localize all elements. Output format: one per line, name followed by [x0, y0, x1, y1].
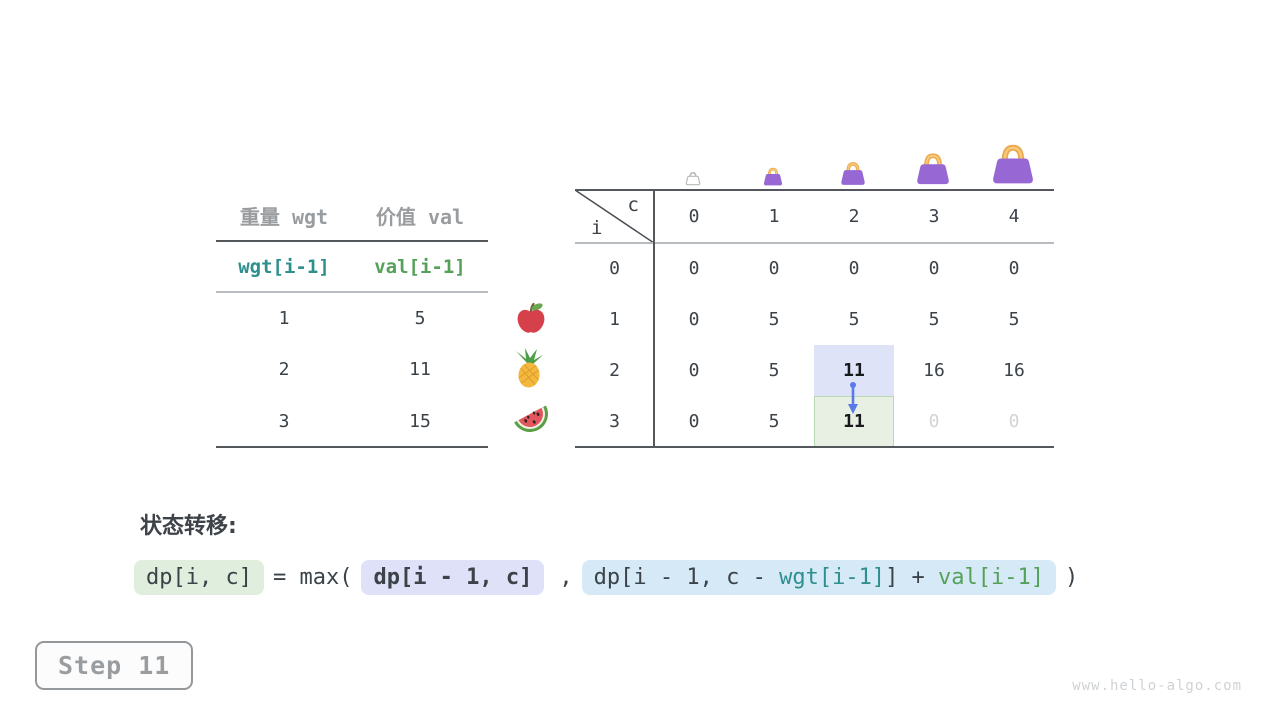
- dp-cell-0-0: 0: [688, 258, 700, 279]
- dp-row-header-1: 1: [609, 309, 620, 330]
- dp-cell-1-4: 5: [1008, 309, 1020, 330]
- dp-cell-2-4: 16: [1003, 360, 1025, 381]
- items-index-wgt: wgt[i-1]: [238, 255, 330, 278]
- dp-cell-3-0: 0: [688, 411, 700, 432]
- dp-cell-3-3-pending: 0: [928, 411, 940, 432]
- item-2-weight: 2: [278, 359, 290, 380]
- dp-col-axis-label: c: [627, 194, 639, 216]
- items-col-header-value: 价值 val: [375, 205, 465, 229]
- formula-arg2-prefix: dp[i - 1, c -: [593, 565, 780, 590]
- bag-capacity-3-icon: [917, 153, 949, 185]
- formula-arg2-box: dp[i - 1, c - wgt[i-1]] + val[i-1]: [581, 560, 1057, 595]
- state-transition-label: 状态转移:: [140, 514, 237, 539]
- dp-table-bottom-rule: [575, 446, 1054, 448]
- dp-row-header-2: 2: [609, 360, 620, 381]
- formula-arg2-val: val[i-1]: [938, 565, 1045, 590]
- formula-arg2-mid: ] +: [885, 565, 939, 590]
- dp-corner-cell: c i: [575, 190, 654, 243]
- items-table: 重量 wgt 价值 val wgt[i-1] val[i-1] 1 5 2 11…: [216, 190, 488, 447]
- formula-eq-max: = max(: [272, 565, 353, 590]
- watermark: www.hello-algo.com: [1072, 678, 1242, 694]
- dp-col-header-1: 1: [768, 206, 780, 227]
- dp-col-header-0: 0: [688, 206, 700, 227]
- dp-cell-0-2: 0: [848, 258, 860, 279]
- dp-row-header-3: 3: [609, 411, 620, 432]
- dp-cell-2-1: 5: [768, 360, 780, 381]
- step-badge: Step 11: [35, 641, 194, 690]
- item-1-value: 5: [414, 307, 426, 329]
- item-1-weight: 1: [278, 307, 290, 329]
- transfer-arrow-down-icon: [848, 382, 858, 414]
- dp-cell-1-2: 5: [848, 309, 860, 330]
- dp-cell-0-3: 0: [928, 258, 940, 279]
- formula-lhs-box: dp[i, c]: [134, 560, 264, 595]
- state-transition-formula: dp[i, c] = max( dp[i - 1, c] , dp[i - 1,…: [134, 560, 1087, 595]
- corner-diagonal-line: [575, 190, 654, 243]
- dp-table-header-rule: [575, 242, 1054, 244]
- watermelon-icon: [514, 405, 548, 432]
- items-table-top-rule: [216, 240, 488, 242]
- dp-cell-3-4-pending: 0: [1008, 411, 1020, 432]
- item-3-weight: 3: [278, 410, 290, 432]
- formula-arg2-wgt: wgt[i-1]: [779, 565, 886, 590]
- dp-cell-0-4: 0: [1008, 258, 1020, 279]
- pineapple-icon: [516, 348, 543, 388]
- dp-row-axis-label: i: [591, 217, 603, 239]
- dp-cell-1-0: 0: [688, 309, 700, 330]
- dp-col-header-3: 3: [928, 206, 940, 227]
- dp-row-header-0: 0: [609, 258, 620, 279]
- dp-col-header-4: 4: [1008, 206, 1020, 227]
- dp-cell-1-3: 5: [928, 309, 940, 330]
- formula-comma: ,: [559, 565, 573, 590]
- apple-icon: [517, 302, 545, 333]
- dp-col-header-2: 2: [848, 206, 860, 227]
- items-table-bottom-rule: [216, 446, 488, 448]
- dp-cell-3-1: 5: [768, 411, 780, 432]
- items-col-header-weight: 重量 wgt: [239, 205, 329, 229]
- dp-cell-0-1: 0: [768, 258, 780, 279]
- dp-table: c i 0 1 2 3 4 0 0 0 0 0 0 1 0 5 5 5 5 2 …: [575, 190, 1054, 447]
- dp-table-top-rule: [575, 189, 1054, 191]
- bag-capacity-2-icon: [841, 162, 865, 185]
- formula-arg1-box: dp[i - 1, c]: [361, 560, 545, 595]
- formula-close-paren: ): [1065, 565, 1079, 590]
- bag-capacity-1-icon: [763, 167, 783, 186]
- dp-cell-1-1: 5: [768, 309, 780, 330]
- dp-cell-2-0: 0: [688, 360, 700, 381]
- item-3-value: 15: [409, 410, 431, 432]
- item-2-value: 11: [409, 359, 431, 380]
- items-index-val: val[i-1]: [374, 255, 466, 278]
- dp-cell-2-3: 16: [923, 360, 945, 381]
- dp-table-vertical-rule: [653, 189, 655, 448]
- bag-capacity-4-icon: [993, 144, 1033, 184]
- bag-capacity-0-icon: [685, 171, 701, 186]
- items-table-mid-rule: [216, 291, 488, 293]
